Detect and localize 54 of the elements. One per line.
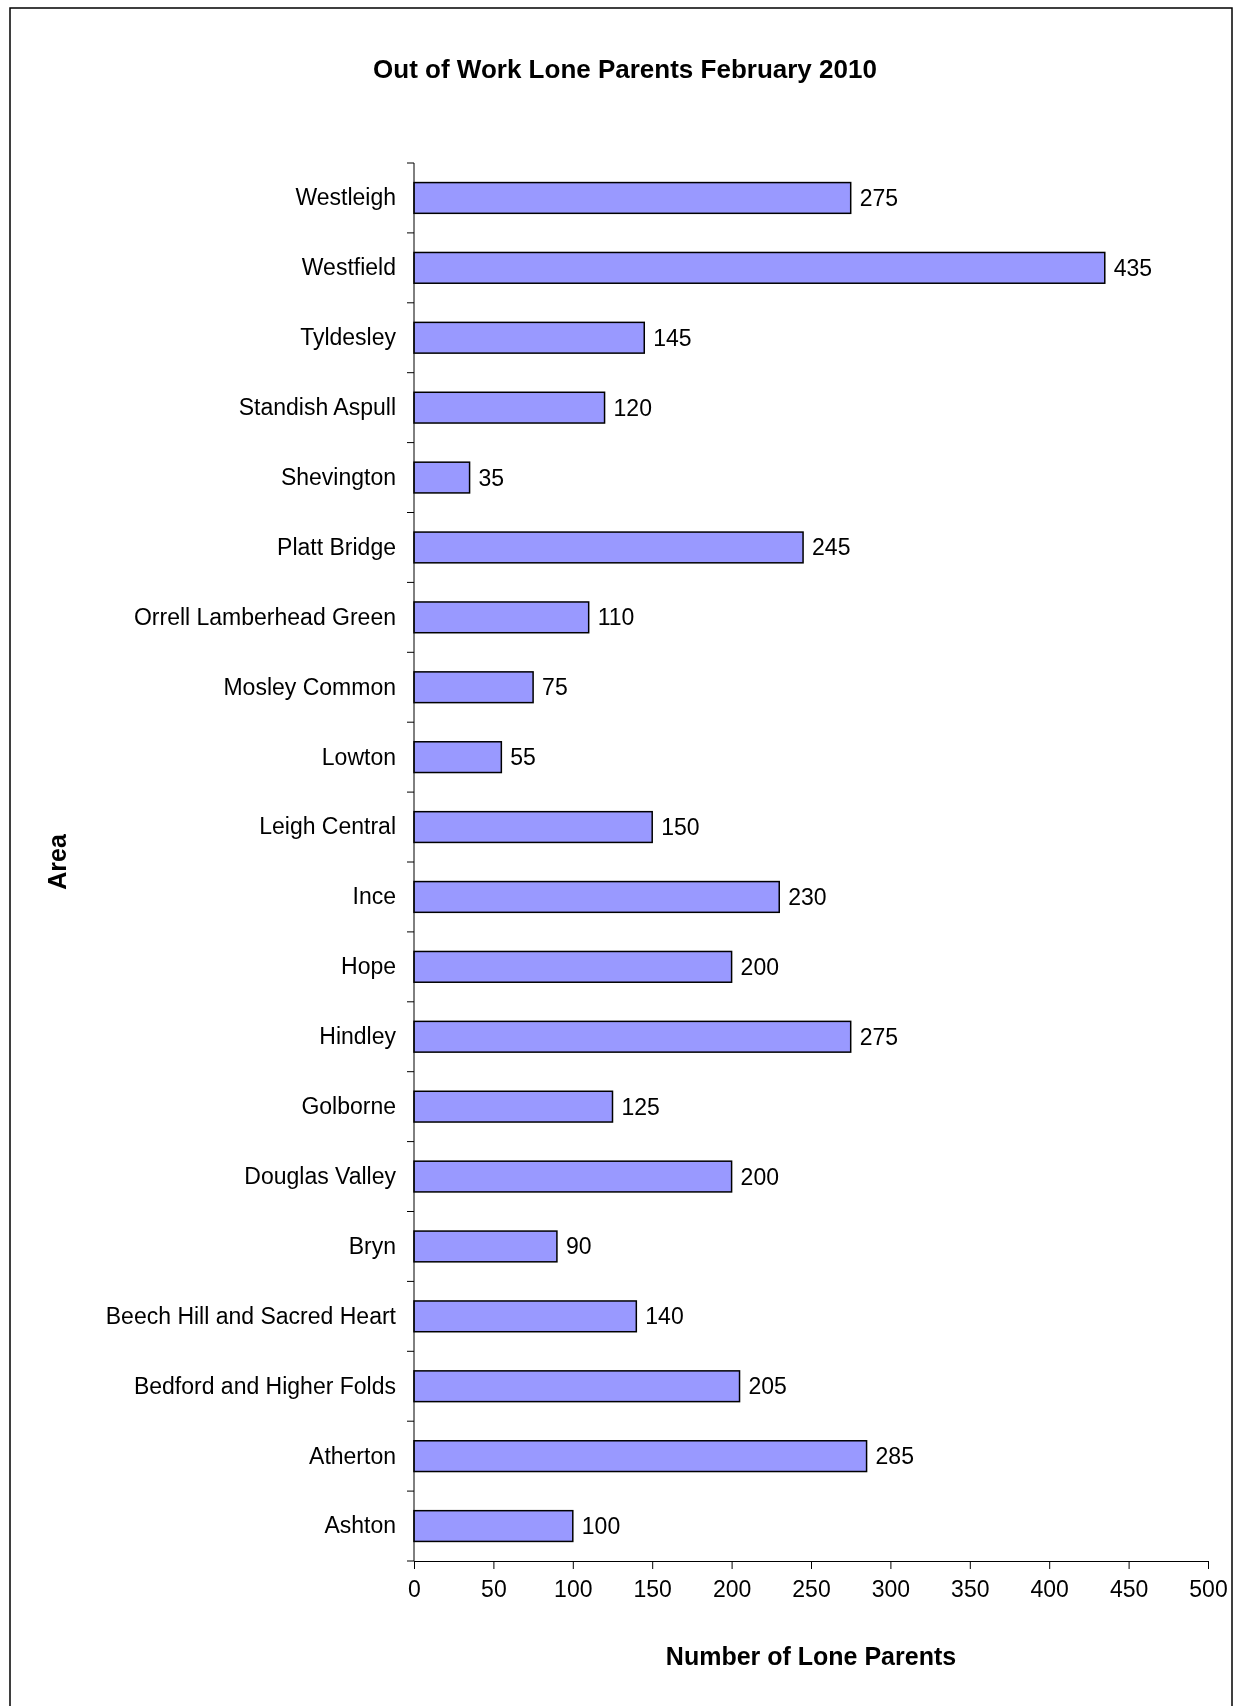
y-axis-title: Area [43,833,71,890]
x-tick-label: 50 [481,1576,507,1603]
data-label: 230 [788,883,827,910]
y-tick-label: Orrell Lamberhead Green [133,603,396,630]
data-label: 125 [621,1093,660,1120]
x-tick-label: 100 [554,1576,593,1603]
data-label: 75 [542,674,568,701]
data-label: 285 [875,1443,914,1470]
data-label: 145 [653,324,692,351]
x-axis-title: Number of Lone Parents [665,1642,957,1670]
data-label: 55 [510,744,536,771]
y-tick-label: Douglas Valley [244,1162,397,1189]
y-tick-label: Hindley [319,1023,397,1050]
y-tick-label: Golborne [301,1093,396,1120]
y-tick-label: Platt Bridge [277,533,396,560]
y-tick-label: Bryn [348,1232,396,1259]
y-tick-label: Atherton [309,1442,396,1469]
x-tick-label: 150 [633,1576,672,1603]
data-label: 100 [581,1513,621,1540]
y-tick-label: Leigh Central [259,813,396,840]
y-tick-label: Bedford and Higher Folds [133,1372,396,1399]
y-tick-label: Westleigh [295,184,396,211]
data-label: 120 [613,394,652,421]
data-label: 275 [859,1023,899,1050]
x-tick-label: 300 [871,1576,911,1603]
y-tick-label: Hope [341,953,396,980]
x-tick-label: 500 [1189,1576,1228,1603]
x-tick-label: 400 [1030,1576,1069,1603]
data-label: 200 [740,953,779,980]
y-tick-label: Lowton [321,743,396,770]
data-label: 245 [812,534,851,561]
y-tick-label: Shevington [280,463,396,490]
x-tick-label: 0 [408,1576,421,1603]
y-tick-label: Beech Hill and Sacred Heart [105,1302,397,1329]
x-tick-label: 250 [792,1576,831,1603]
chart-title: Out of Work Lone Parents February 2010 [373,54,877,84]
data-label: 150 [661,814,700,841]
data-label: 435 [1113,254,1153,281]
y-tick-label: Mosley Common [223,673,396,700]
data-label: 275 [859,184,899,211]
y-tick-label: Tyldesley [300,324,397,351]
x-tick-label: 200 [712,1576,752,1603]
data-label: 90 [565,1233,592,1260]
x-tick-label: 350 [951,1576,990,1603]
data-label: 205 [748,1373,787,1400]
y-tick-label: Ashton [324,1512,396,1539]
y-tick-label: Ince [352,883,396,910]
y-tick-label: Standish Aspull [238,394,396,421]
data-label: 140 [645,1303,684,1330]
data-label: 110 [597,604,635,631]
data-label: 200 [740,1163,779,1190]
y-tick-label: Westfield [301,254,396,281]
data-label: 35 [478,464,505,491]
x-tick-label: 450 [1109,1576,1149,1603]
